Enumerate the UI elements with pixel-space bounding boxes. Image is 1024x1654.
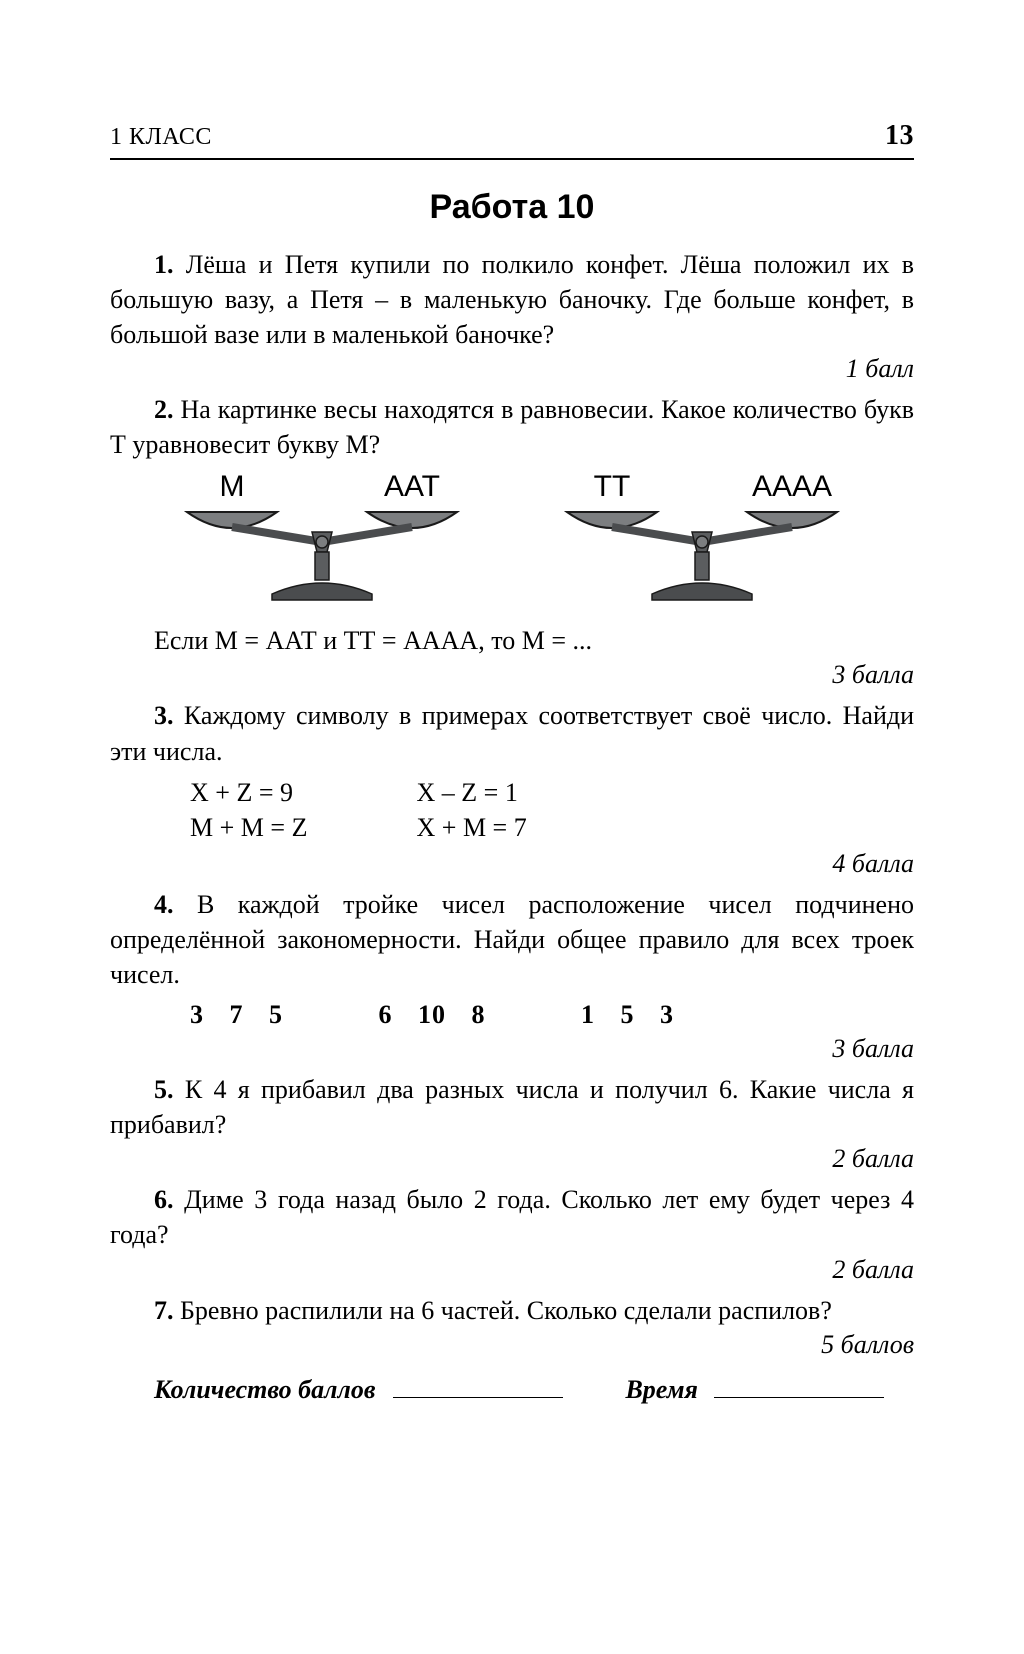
task-4-score: 3 балла: [110, 1034, 914, 1064]
footer-time-label: Время: [581, 1375, 697, 1405]
task-2-equation-line: Если М = ААТ и ТТ = АААА, то М = ...: [110, 626, 914, 656]
header-class-label: 1 КЛАСС: [110, 124, 212, 151]
task-3-text: Каждому символу в примерах соответствует…: [110, 701, 914, 765]
eq-b2: X + M = 7: [417, 810, 637, 845]
score-blank[interactable]: [393, 1374, 563, 1398]
scale1-right-label: ААТ: [384, 472, 440, 503]
task-7-text: Бревно распилили на 6 частей. Сколько сд…: [180, 1296, 832, 1325]
time-blank[interactable]: [714, 1374, 884, 1398]
task-4: 4. В каждой тройке чисел расположение чи…: [110, 887, 914, 992]
scale1-base: [272, 583, 372, 600]
task-5: 5. К 4 я прибавил два разных числа и пол…: [110, 1072, 914, 1142]
balance-scale-2: ТТ АААА: [552, 472, 852, 612]
n: 7: [230, 1000, 244, 1029]
scale2-right-label: АААА: [752, 472, 832, 503]
task-5-num: 5.: [154, 1075, 174, 1104]
header-rule: [110, 158, 914, 160]
triple-1: 3 7 5: [190, 1000, 301, 1030]
scale1-arm-right: [322, 527, 412, 542]
task-3-equations: X + Z = 9 X – Z = 1 M + M = Z X + M = 7: [110, 775, 914, 845]
task-1-text: Лёша и Петя купили по полкило конфет. Лё…: [110, 250, 914, 349]
task-7: 7. Бревно распилили на 6 частей. Сколько…: [110, 1293, 914, 1328]
task-7-score: 5 баллов: [110, 1330, 914, 1360]
task-1-score: 1 балл: [110, 354, 914, 384]
page-number: 13: [885, 120, 914, 152]
scale2-post: [695, 552, 709, 580]
task-5-text: К 4 я прибавил два разных числа и получи…: [110, 1075, 914, 1139]
n: 1: [581, 1000, 595, 1029]
n: 5: [269, 1000, 283, 1029]
n: 10: [418, 1000, 446, 1029]
footer-score-label: Количество баллов: [110, 1375, 375, 1405]
scale2-right-pan: [747, 512, 837, 528]
task-3: 3. Каждому символу в примерах соответств…: [110, 698, 914, 768]
eq-b1: M + M = Z: [190, 810, 410, 845]
scale1-hub: [316, 536, 328, 548]
task-2: 2. На картинке весы находятся в равновес…: [110, 392, 914, 462]
scales-figure: M ААТ ТТ АААА: [110, 472, 914, 612]
task-6-num: 6.: [154, 1185, 174, 1214]
task-6-score: 2 балла: [110, 1255, 914, 1285]
task-2-num: 2.: [154, 395, 174, 424]
n: 3: [660, 1000, 674, 1029]
task-7-num: 7.: [154, 1296, 174, 1325]
eq-a2: X – Z = 1: [417, 775, 637, 810]
page: 1 КЛАСС 13 Работа 10 1. Лёша и Петя купи…: [0, 0, 1024, 1495]
scale1-left-pan: [187, 512, 277, 528]
task-1-num: 1.: [154, 250, 174, 279]
page-header: 1 КЛАСС 13: [110, 120, 914, 152]
scale2-base: [652, 583, 752, 600]
task-3-score: 4 балла: [110, 849, 914, 879]
scale2-arm-left: [612, 527, 702, 542]
n: 6: [379, 1000, 393, 1029]
task-5-score: 2 балла: [110, 1144, 914, 1174]
task-4-triples: 3 7 5 6 10 8 1 5 3: [110, 1000, 914, 1030]
n: 3: [190, 1000, 204, 1029]
task-4-text: В каждой тройке чисел расположение чисел…: [110, 890, 914, 989]
task-6: 6. Диме 3 года назад было 2 года. Скольк…: [110, 1182, 914, 1252]
triple-3: 1 5 3: [581, 1000, 692, 1030]
triple-2: 6 10 8: [379, 1000, 504, 1030]
task-2-text: На картинке весы находятся в равновесии.…: [110, 395, 914, 459]
task-4-num: 4.: [154, 890, 174, 919]
scale2-left-label: ТТ: [594, 472, 631, 503]
footer-line: Количество баллов Время: [110, 1374, 914, 1405]
eq-a1: X + Z = 9: [190, 775, 410, 810]
task-1: 1. Лёша и Петя купили по полкило конфет.…: [110, 247, 914, 352]
task-6-text: Диме 3 года назад было 2 года. Сколько л…: [110, 1185, 914, 1249]
scale1-left-label: M: [220, 472, 245, 503]
n: 8: [472, 1000, 486, 1029]
scale2-arm-right: [702, 527, 792, 542]
worksheet-title: Работа 10: [110, 188, 914, 227]
scale1-post: [315, 552, 329, 580]
scale2-left-pan: [567, 512, 657, 528]
task-3-num: 3.: [154, 701, 174, 730]
n: 5: [621, 1000, 635, 1029]
balance-scale-1: M ААТ: [172, 472, 472, 612]
scale1-arm-left: [232, 527, 322, 542]
task-2-score: 3 балла: [110, 660, 914, 690]
scale1-right-pan: [367, 512, 457, 528]
scale2-hub: [696, 536, 708, 548]
